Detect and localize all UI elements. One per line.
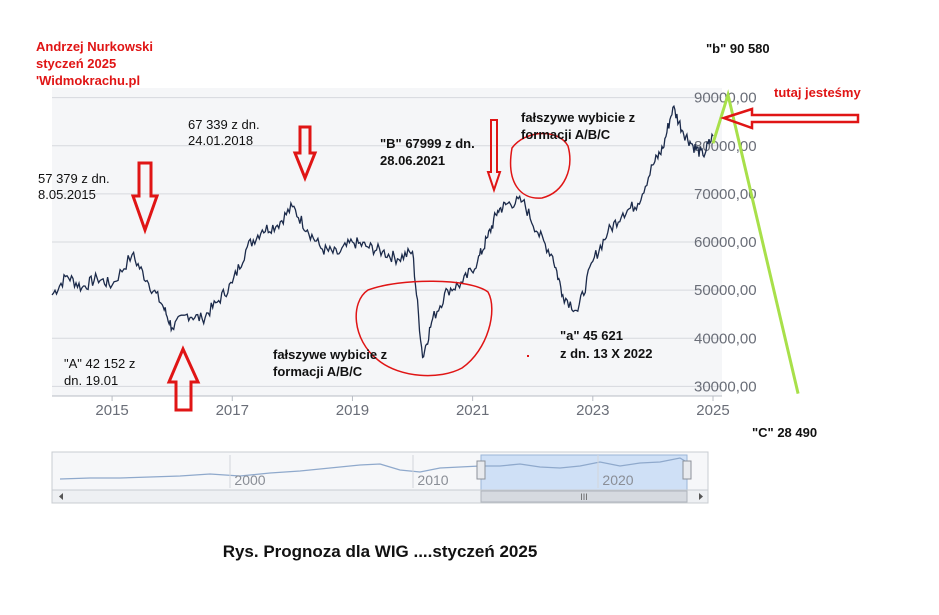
y-tick-label: 50000,00 bbox=[694, 282, 757, 299]
annotation-line: tutaj jesteśmy bbox=[774, 85, 861, 100]
red-arrow-down-2015 bbox=[130, 161, 160, 235]
annotation-fw1: fałszywe wybicie z formacji A/B/C bbox=[521, 110, 636, 142]
annotation-line: "A" 42 152 z bbox=[64, 356, 135, 371]
red-arrow-down-2018 bbox=[292, 125, 318, 183]
figure-caption: Rys. Prognoza dla WIG ....styczeń 2025 bbox=[223, 542, 538, 561]
scrollbar-thumb[interactable] bbox=[480, 490, 688, 503]
scroll-left-arrow-icon[interactable] bbox=[59, 493, 63, 500]
series-line-wig bbox=[51, 104, 714, 359]
annotation-line: formacji A/B/C bbox=[273, 364, 363, 379]
navigator-mini-line bbox=[59, 457, 691, 480]
annotation-author: Andrzej Nurkowski styczeń 2025 'Widmokrach… bbox=[36, 39, 153, 88]
annotation-p67: 67 339 z dn. 24.01.2018 bbox=[188, 117, 260, 148]
series-group bbox=[51, 89, 800, 394]
annotation-pB: "B" 67999 z dn. 28.06.2021 bbox=[380, 136, 475, 168]
annotation-line: 'Widmokrachu.pl bbox=[36, 73, 140, 88]
annotation-p57: 57 379 z dn. 8.05.2015 bbox=[38, 171, 110, 202]
x-tick-label: 2015 bbox=[95, 402, 128, 419]
x-tick-label: 2021 bbox=[456, 402, 489, 419]
annotation-line: 57 379 z dn. bbox=[38, 171, 110, 186]
annotation-pa: "a" 45 621 z dn. 13 X 2022 bbox=[560, 328, 653, 361]
scroll-right-arrow-icon[interactable] bbox=[699, 493, 703, 500]
annotation-line: "B" 67999 z dn. bbox=[380, 136, 475, 151]
y-tick-label: 80000,00 bbox=[694, 138, 757, 155]
red-arrow-up-2016 bbox=[166, 345, 201, 412]
x-tick-label: 2019 bbox=[336, 402, 369, 419]
annotation-line: 67 339 z dn. bbox=[188, 117, 260, 132]
annotation-line: "C" 28 490 bbox=[752, 425, 817, 440]
y-tick-label: 70000,00 bbox=[694, 186, 757, 203]
annotation-line: 8.05.2015 bbox=[38, 187, 96, 202]
annotation-line: "b" 90 580 bbox=[706, 41, 770, 56]
y-tick-label: 40000,00 bbox=[694, 330, 757, 347]
annotation-line: 24.01.2018 bbox=[188, 133, 253, 148]
y-tick-label: 60000,00 bbox=[694, 234, 757, 251]
series-line-forecast bbox=[711, 89, 800, 394]
annotation-line: formacji A/B/C bbox=[521, 127, 611, 142]
annotations: Andrzej Nurkowski styczeń 2025 'Widmokrach… bbox=[36, 39, 861, 440]
red-dot bbox=[527, 355, 529, 357]
y-tick-label: 90000,00 bbox=[694, 90, 757, 107]
y-tick-label: 30000,00 bbox=[694, 378, 757, 395]
navigator-selection[interactable] bbox=[480, 454, 688, 493]
x-tick-label: 2023 bbox=[576, 402, 609, 419]
annotation-line: 28.06.2021 bbox=[380, 153, 445, 168]
red-arrow-down-2021 bbox=[486, 119, 502, 194]
x-axis-ticks: 2015 2017 2019 2021 2023 2025 bbox=[95, 396, 730, 419]
annotation-line: "a" 45 621 bbox=[560, 328, 623, 343]
x-tick-label: 2017 bbox=[216, 402, 249, 419]
annotation-pC: "C" 28 490 bbox=[752, 425, 817, 440]
navigator-tick-label: 2010 bbox=[417, 472, 448, 488]
scrollbar-grip-icon: III bbox=[580, 492, 588, 502]
annotation-b90: "b" 90 580 bbox=[706, 41, 770, 56]
navigator-handle-left[interactable] bbox=[476, 460, 486, 480]
red-arrow-left-here bbox=[720, 107, 860, 130]
annotation-pA: "A" 42 152 z dn. 19.01 bbox=[64, 356, 135, 388]
navigator-ticks: 2000 2010 2020 bbox=[229, 455, 634, 488]
x-tick-label: 2025 bbox=[696, 402, 729, 419]
annotation-line: dn. 19.01 bbox=[64, 373, 118, 388]
navigator-handle-right[interactable] bbox=[682, 460, 692, 480]
annotation-line: styczeń 2025 bbox=[36, 56, 116, 71]
annotation-tu: tutaj jesteśmy bbox=[774, 85, 861, 100]
annotation-line: fałszywe wybicie z bbox=[273, 347, 388, 362]
red-circle-2021 bbox=[509, 132, 571, 199]
annotation-fw2: fałszywe wybicie z formacji A/B/C bbox=[273, 347, 388, 379]
navigator-tick-label: 2000 bbox=[234, 472, 265, 488]
grid-lines bbox=[52, 97, 722, 387]
y-axis-ticks: 30000,00 40000,00 50000,00 60000,00 70000,00… bbox=[694, 90, 757, 396]
navigator[interactable]: 2000 2010 2020 III bbox=[51, 451, 709, 504]
annotation-line: fałszywe wybicie z bbox=[521, 110, 636, 125]
red-circle-2020 bbox=[355, 280, 493, 377]
annotation-line: z dn. 13 X 2022 bbox=[560, 346, 653, 361]
navigator-tick-label: 2020 bbox=[602, 472, 633, 488]
annotation-line: Andrzej Nurkowski bbox=[36, 39, 153, 54]
